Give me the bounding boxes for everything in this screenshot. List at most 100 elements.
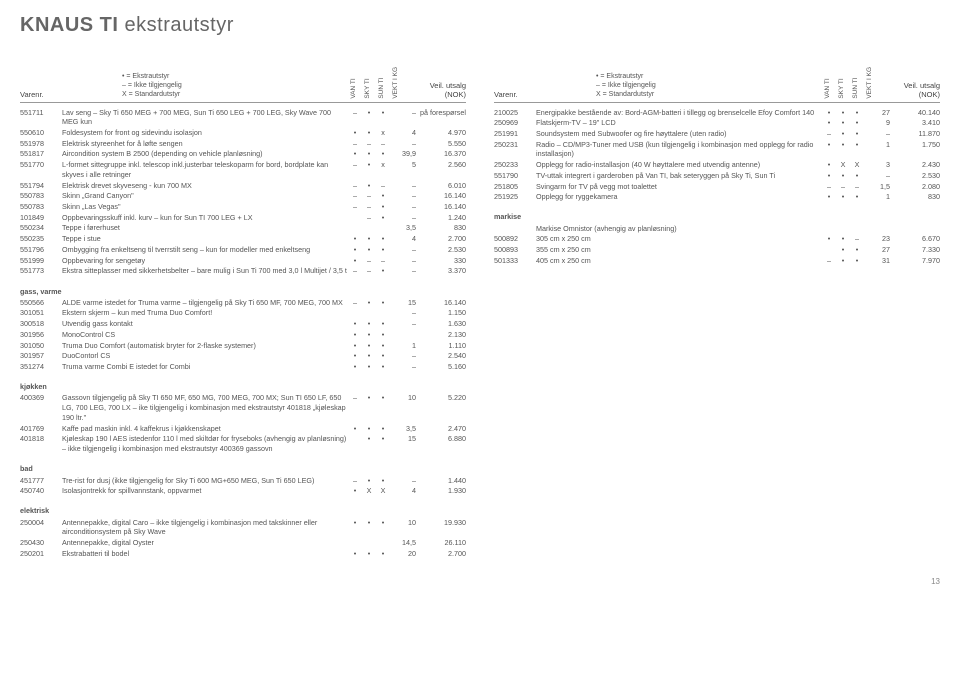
item-price: 2.530 <box>416 244 466 255</box>
item-price: 1.930 <box>416 486 466 497</box>
item-number: 551796 <box>20 244 62 255</box>
mark-sun-ti: • <box>850 245 864 256</box>
mark-sky-ti: • <box>362 234 376 245</box>
table-row: 250231Radio – CD/MP3-Tuner med USB (kun … <box>494 139 940 159</box>
table-row: 550566ALDE varme istedet for Truma varme… <box>20 297 466 308</box>
item-weight: 31 <box>864 255 890 266</box>
mark-sun-ti: • <box>376 434 390 454</box>
item-price: 2.540 <box>416 351 466 362</box>
item-number <box>494 223 536 234</box>
mark-sky-ti: – <box>362 191 376 202</box>
item-weight: – <box>390 475 416 486</box>
mark-van-ti: – <box>348 393 362 423</box>
item-price: 26.110 <box>416 538 466 549</box>
item-desc: Truma varme Combi E istedet for Combi <box>62 362 348 373</box>
item-desc: Tre-rist for dusj (ikke tilgjengelig for… <box>62 475 348 486</box>
section-heading: kjøkken <box>20 372 416 393</box>
mark-sun-ti: • <box>376 244 390 255</box>
mark-van-ti: – <box>348 475 362 486</box>
mark-sun-ti: • <box>376 340 390 351</box>
item-weight: – <box>390 138 416 149</box>
item-price: 5.220 <box>416 393 466 423</box>
item-weight: 9 <box>864 118 890 129</box>
mark-van-ti: • <box>348 329 362 340</box>
item-price: 1.750 <box>890 139 940 159</box>
mark-sun-ti: • <box>376 548 390 559</box>
mark-van-ti: • <box>348 340 362 351</box>
item-price: 4.970 <box>416 127 466 138</box>
title-light: ekstrautstyr <box>125 14 234 36</box>
item-number: 550566 <box>20 297 62 308</box>
item-desc: Skinn „Las Vegas" <box>62 201 348 212</box>
table-row: 401769Kaffe pad maskin inkl. 4 kaffekrus… <box>20 423 466 434</box>
item-weight: 20 <box>390 548 416 559</box>
item-number: 451777 <box>20 475 62 486</box>
item-desc: 355 cm x 250 cm <box>536 245 822 256</box>
item-number: 250430 <box>20 538 62 549</box>
section-heading: bad <box>20 454 416 475</box>
item-weight: – <box>390 212 416 223</box>
mark-van-ti: – <box>822 128 836 139</box>
item-desc: 405 cm x 250 cm <box>536 255 822 266</box>
item-number: 550234 <box>20 223 62 234</box>
table-row: 551978Elektrisk styreenhet for å løfte s… <box>20 138 466 149</box>
item-desc: Teppe i førerhuset <box>62 223 348 234</box>
mark-sky-ti: – <box>362 138 376 149</box>
item-number: 551770 <box>20 160 62 180</box>
item-price: 2.560 <box>416 160 466 180</box>
mark-sky-ti: • <box>362 517 376 537</box>
mark-van-ti: • <box>348 319 362 330</box>
item-desc: Aircondition system B 2500 (depending on… <box>62 149 348 160</box>
item-weight: – <box>864 170 890 181</box>
item-weight: – <box>390 362 416 373</box>
table-row: 300518Utvendig gass kontakt•••–1.630 <box>20 319 466 330</box>
table-row: markise <box>494 202 940 223</box>
item-desc: Teppe i stue <box>62 234 348 245</box>
item-number: 551794 <box>20 180 62 191</box>
table-row: kjøkken <box>20 372 466 393</box>
item-number: 550610 <box>20 127 62 138</box>
table-row: gass, varme <box>20 277 466 298</box>
item-weight <box>390 329 416 340</box>
item-desc: Soundsystem med Subwoofer og fire høytta… <box>536 128 822 139</box>
mark-van-ti <box>348 308 362 319</box>
item-number: 351274 <box>20 362 62 373</box>
mark-sky-ti: • <box>362 107 376 127</box>
mark-sun-ti: – <box>376 138 390 149</box>
mark-sun-ti: • <box>850 118 864 129</box>
item-price: 330 <box>416 255 466 266</box>
item-number: 301050 <box>20 340 62 351</box>
mark-van-ti <box>822 245 836 256</box>
mark-van-ti: • <box>822 234 836 245</box>
table-row: elektrisk <box>20 496 466 517</box>
right-header: Varenr. • = Ekstrautstyr – = Ikke tilgje… <box>494 49 940 103</box>
mark-van-ti: • <box>822 192 836 203</box>
item-desc: DuoContorl CS <box>62 351 348 362</box>
item-weight: 23 <box>864 234 890 245</box>
mark-van-ti: – <box>348 266 362 277</box>
mark-van-ti: • <box>822 170 836 181</box>
item-desc: Opplegg for radio-installasjon (40 W høy… <box>536 160 822 171</box>
mark-sky-ti: • <box>362 329 376 340</box>
item-price: 6.670 <box>890 234 940 245</box>
mark-sun-ti: • <box>376 191 390 202</box>
mark-sky-ti: • <box>362 434 376 454</box>
table-row: 251991Soundsystem med Subwoofer og fire … <box>494 128 940 139</box>
table-row: 250233Opplegg for radio-installasjon (40… <box>494 160 940 171</box>
mark-sky-ti: – <box>362 255 376 266</box>
table-row: 550783Skinn „Las Vegas"––•–16.140 <box>20 201 466 212</box>
mark-sky-ti <box>836 223 850 234</box>
table-row: 551817Aircondition system B 2500 (depend… <box>20 149 466 160</box>
mark-van-ti: • <box>822 160 836 171</box>
item-number: 551773 <box>20 266 62 277</box>
item-weight: 14,5 <box>390 538 416 549</box>
header-van-ti: VAN TI <box>350 67 364 99</box>
item-desc: Skinn „Grand Canyon" <box>62 191 348 202</box>
item-number: 251991 <box>494 128 536 139</box>
item-desc: Oppbevaringsskuff inkl. kurv – kun for S… <box>62 212 348 223</box>
item-weight: 5 <box>390 160 416 180</box>
mark-sky-ti: – <box>836 181 850 192</box>
item-weight: – <box>390 319 416 330</box>
mark-van-ti: – <box>348 297 362 308</box>
item-weight: – <box>390 201 416 212</box>
